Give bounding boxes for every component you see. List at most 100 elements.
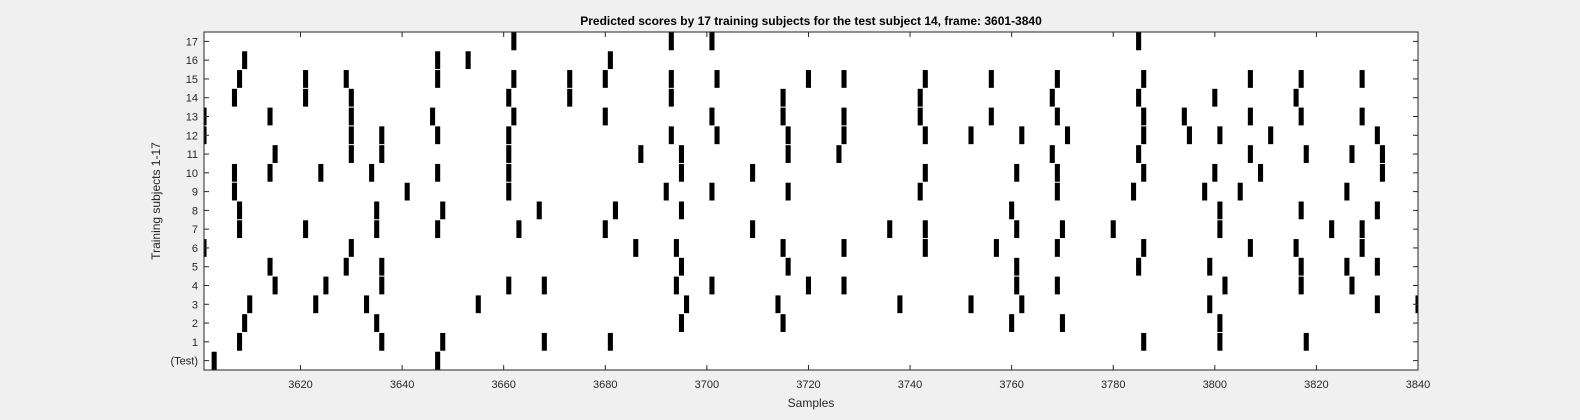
mark-row-15-5: [567, 70, 573, 88]
mark-row-5-8: [1298, 257, 1304, 276]
mark-row-13-14: [1247, 107, 1253, 126]
mark-row-15-17: [1359, 70, 1365, 88]
mark-row-11-8: [1049, 145, 1055, 163]
mark-row-15-10: [841, 70, 847, 88]
mark-row-13-1: [267, 107, 273, 126]
mark-row-14-9: [1136, 88, 1142, 107]
mark-row-10-4: [435, 163, 441, 182]
mark-row-7-2: [374, 220, 380, 239]
mark-row-13-16: [1359, 107, 1365, 126]
mark-row-5-10: [1374, 257, 1380, 276]
mark-row-6-7: [993, 239, 999, 257]
mark-row-7-1: [303, 220, 309, 239]
mark-row-16-1: [435, 51, 441, 70]
mark-row-6-2: [633, 239, 639, 257]
mark-row-15-2: [343, 70, 349, 88]
mark-row-6-10: [1247, 239, 1253, 257]
mark-row-7-3: [435, 220, 441, 239]
mark-row-1-5: [1141, 332, 1147, 351]
mark-row-10-14: [1379, 163, 1385, 182]
mark-row-10-12: [1212, 163, 1218, 182]
mark-row-6-5: [841, 239, 847, 257]
mark-row-9-9: [1202, 182, 1208, 201]
mark-row-14-3: [506, 88, 512, 107]
mark-row-7-5: [602, 220, 608, 239]
x-tick-label-3740: 3740: [898, 379, 922, 391]
mark-row-5-7: [1207, 257, 1213, 276]
mark-row-6-8: [1054, 239, 1060, 257]
mark-row-12-17: [1374, 126, 1380, 145]
mark-row-14-0: [231, 88, 238, 107]
mark-row-11-6: [785, 145, 791, 163]
mark-row-3-4: [684, 295, 690, 314]
mark-row-13-13: [1181, 107, 1187, 126]
mark-row-10-5: [506, 163, 512, 182]
mark-row-15-9: [805, 70, 811, 88]
mark-row-8-6: [1009, 201, 1015, 220]
y-tick-label-1: 1: [192, 337, 198, 349]
x-axis-label: Samples: [788, 396, 835, 410]
mark-row-13-3: [430, 107, 436, 126]
mark-row-15-1: [303, 70, 309, 88]
mark-row-2-3: [780, 314, 786, 332]
mark-row-5-5: [1014, 257, 1020, 276]
mark-row-12-10: [968, 126, 974, 145]
mark-row-12-14: [1186, 126, 1192, 145]
y-tick-label-10: 10: [186, 168, 198, 180]
mark-row-2-6: [1217, 314, 1223, 332]
mark-row-17-0: [511, 32, 517, 51]
mark-row-12-16: [1268, 126, 1274, 145]
mark-row-1-1: [379, 332, 385, 351]
mark-row-10-0: [231, 163, 238, 182]
mark-row-9-5: [785, 182, 791, 201]
mark-row-9-4: [709, 182, 715, 201]
x-tick-label-3780: 3780: [1101, 379, 1125, 391]
mark-row-4-0: [272, 276, 278, 295]
mark-row-7-9: [1014, 220, 1020, 239]
mark-row-3-7: [968, 295, 974, 314]
mark-row-2-2: [678, 314, 685, 332]
mark-row-2-1: [374, 314, 380, 332]
mark-row-8-9: [1374, 201, 1380, 220]
mark-row-11-3: [506, 145, 512, 163]
mark-row-3-8: [1019, 295, 1025, 314]
mark-row-9-2: [506, 182, 512, 201]
mark-row-9-6: [917, 182, 923, 201]
mark-row-11-1: [348, 145, 354, 163]
mark-row-9-11: [1344, 182, 1350, 201]
mark-row-4-7: [805, 276, 811, 295]
y-tick-label-16: 16: [186, 55, 198, 67]
mark-row-14-5: [668, 88, 674, 107]
mark-row-13-8: [841, 107, 847, 126]
mark-row-14-1: [303, 88, 309, 107]
mark-row-5-1: [343, 257, 349, 276]
y-tick-label-5: 5: [192, 262, 198, 274]
mark-row-10-11: [1141, 163, 1147, 182]
mark-row-7-4: [516, 220, 522, 239]
mark-row-1-7: [1303, 332, 1309, 351]
mark-row-5-3: [678, 257, 685, 276]
mark-row-17-1: [668, 32, 674, 51]
mark-row-14-2: [348, 88, 354, 107]
mark-row-13-5: [602, 107, 608, 126]
mark-row-4-10: [1054, 276, 1060, 295]
mark-row-12-11: [1019, 126, 1025, 145]
mark-row-2-0: [242, 314, 248, 332]
mark-row-9-3: [663, 182, 669, 201]
y-tick-label-15: 15: [186, 74, 198, 86]
mark-row-7-14: [1359, 220, 1365, 239]
mark-row-16-0: [242, 51, 248, 70]
mark-row-13-7: [780, 107, 786, 126]
mark-row-14-7: [917, 88, 923, 107]
mark-row-12-8: [841, 126, 847, 145]
mark-row-6-1: [348, 239, 354, 257]
mark-row-15-7: [668, 70, 674, 88]
axis-ticks: 3620 3640 3660 3680 3700 3720 3740 3760 3780 3800…: [171, 32, 1430, 391]
x-tick-label-3660: 3660: [491, 379, 515, 391]
mark-row-8-2: [440, 201, 446, 220]
mark-row-5-2: [379, 257, 385, 276]
mark-row-17-3: [1136, 32, 1142, 51]
mark-row-17-2: [709, 32, 715, 51]
mark-row-10-9: [1014, 163, 1020, 182]
mark-row-15-12: [988, 70, 994, 88]
